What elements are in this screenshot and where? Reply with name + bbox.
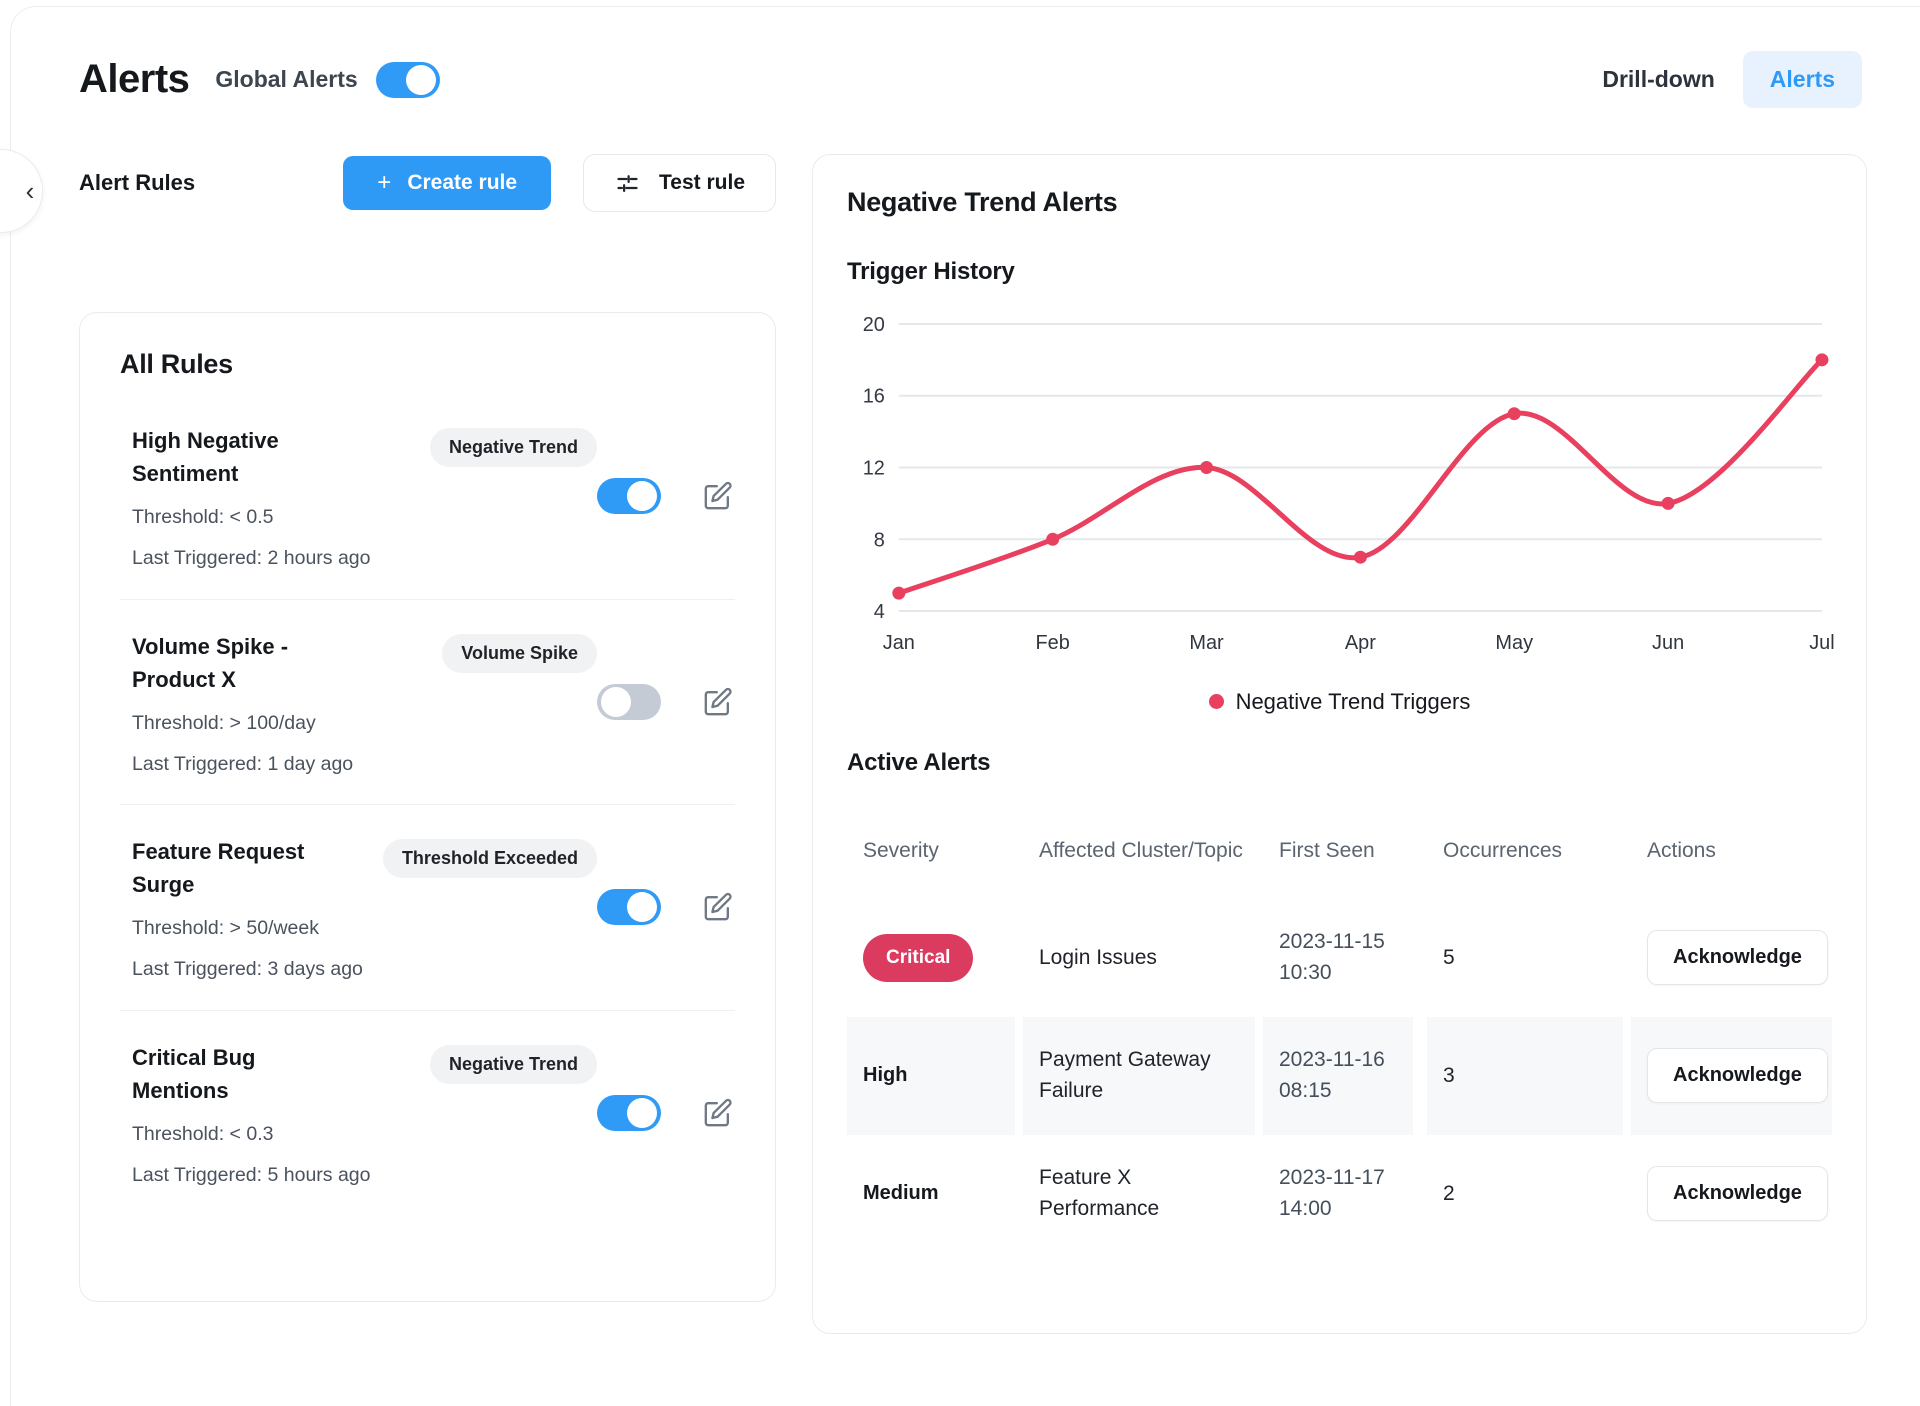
cluster-cell: Feature X Performance [1039,1166,1160,1220]
edit-rule-button[interactable] [699,1097,735,1133]
col-cluster: Affected Cluster/Topic [1039,838,1243,862]
chart-legend[interactable]: Negative Trend Triggers [847,689,1832,715]
edit-icon [704,1098,732,1127]
severity-label: High [863,1064,908,1087]
create-rule-button[interactable]: + Create rule [343,156,552,210]
plus-icon: + [377,169,392,196]
toggle-knob [627,892,657,923]
rule-threshold: Threshold: < 0.3 [132,1122,274,1145]
first-seen-cell: 2023-11-15 10:30 [1279,930,1385,984]
svg-text:8: 8 [874,529,885,551]
global-alerts-toggle[interactable] [375,61,440,98]
rule-item: Volume Spike - Product X Threshold: > 10… [120,598,735,805]
rule-type-badge: Threshold Exceeded [382,839,597,879]
svg-text:Mar: Mar [1189,632,1224,654]
rule-toggle[interactable] [597,1094,661,1131]
line-chart-svg: 20 16 12 8 4 Jan Feb Mar Apr May Jun Jul [863,314,1835,654]
edit-icon [704,893,732,921]
cluster-cell: Payment Gateway Failure [1023,1016,1255,1135]
svg-text:Jan: Jan [883,632,915,654]
edit-icon [704,481,732,510]
svg-text:20: 20 [863,314,885,336]
svg-text:Apr: Apr [1345,632,1376,654]
svg-text:Feb: Feb [1036,632,1070,654]
chart-title: Trigger History [847,258,1015,285]
left-column: Alert Rules + Create rule Test rule All … [79,154,776,1302]
rule-name: High Negative Sentiment [132,428,279,486]
sliders-icon [617,174,638,192]
svg-text:12: 12 [863,457,885,479]
rule-threshold: Threshold: < 0.5 [132,506,274,528]
occurrences-cell: 3 [1427,1016,1623,1135]
tab-drill-down[interactable]: Drill-down [1602,66,1715,92]
active-alerts-table: Severity Affected Cluster/Topic First Se… [847,803,1832,1253]
svg-text:Jul: Jul [1809,632,1834,654]
rule-threshold: Threshold: > 50/week [132,917,319,940]
rule-type-badge: Negative Trend [429,428,597,467]
rule-item: Feature Request Surge Threshold: > 50/we… [120,804,735,1010]
first-seen-cell: 2023-11-16 08:15 [1263,1016,1413,1135]
rule-item: Critical Bug Mentions Threshold: < 0.3 L… [120,1009,735,1216]
col-first-seen: First Seen [1279,838,1375,862]
rule-type-badge: Negative Trend [429,1044,597,1084]
legend-label: Negative Trend Triggers [1235,688,1471,714]
severity-badge: Critical [863,934,974,982]
page-title: Alerts [79,57,190,101]
legend-dot-icon [1208,694,1224,710]
acknowledge-button[interactable]: Acknowledge [1647,1048,1828,1104]
severity-label: Medium [863,1182,939,1205]
col-severity: Severity [863,838,939,862]
header-tabs: Drill-down Alerts [1602,51,1862,108]
rule-toggle[interactable] [597,889,661,926]
edit-rule-button[interactable] [699,686,735,722]
first-seen-cell: 2023-11-17 14:00 [1279,1166,1385,1220]
main-panel: ‹ Alerts Global Alerts Drill-down Alerts… [0,6,1920,1406]
rule-last-triggered: Last Triggered: 1 day ago [132,752,354,775]
col-occurrences: Occurrences [1443,838,1563,862]
svg-text:16: 16 [863,386,885,408]
global-alerts-label: Global Alerts [215,66,358,92]
svg-text:4: 4 [874,601,885,623]
all-rules-title: All Rules [120,349,233,379]
rule-name: Volume Spike - Product X [132,633,289,692]
toggle-knob [627,1097,657,1128]
rule-toggle[interactable] [597,478,661,514]
toggle-knob [405,64,436,95]
rule-threshold: Threshold: > 100/day [132,711,316,734]
edit-rule-button[interactable] [699,891,735,927]
rule-name: Critical Bug Mentions [132,1044,256,1103]
alert-rules-label: Alert Rules [79,170,196,195]
occurrences-cell: 5 [1443,945,1455,969]
acknowledge-button[interactable]: Acknowledge [1647,930,1828,986]
tab-alerts[interactable]: Alerts [1742,51,1862,108]
rule-last-triggered: Last Triggered: 2 hours ago [132,547,371,570]
chevron-left-icon: ‹ [25,175,35,206]
trend-card-title: Negative Trend Alerts [847,187,1118,217]
acknowledge-button[interactable]: Acknowledge [1647,1166,1828,1222]
svg-text:Jun: Jun [1652,632,1684,654]
rule-toggle[interactable] [597,683,661,720]
toggle-knob [601,686,631,717]
toggle-knob [627,481,657,511]
svg-text:May: May [1495,632,1533,654]
trigger-history-chart: 20 16 12 8 4 Jan Feb Mar Apr May Jun Jul [847,308,1835,663]
col-actions: Actions [1647,838,1716,862]
rule-type-badge: Volume Spike [442,633,597,673]
test-rule-button[interactable]: Test rule [583,154,776,212]
edit-rule-button[interactable] [699,480,735,516]
rule-last-triggered: Last Triggered: 3 days ago [132,958,363,981]
cluster-cell: Login Issues [1039,945,1157,969]
occurrences-cell: 2 [1443,1181,1455,1205]
rule-last-triggered: Last Triggered: 5 hours ago [132,1164,371,1187]
active-alerts-title: Active Alerts [847,748,991,776]
rule-name: Feature Request Surge [132,839,305,898]
rules-toolbar: Alert Rules + Create rule Test rule [79,154,776,212]
edit-icon [704,687,732,715]
negative-trend-card: Negative Trend Alerts Trigger History 20… [812,154,1867,1334]
page-header: Alerts Global Alerts Drill-down Alerts [79,51,1862,108]
all-rules-card: All Rules High Negative Sentiment Thresh… [79,312,776,1302]
rule-item: High Negative Sentiment Threshold: < 0.5… [120,394,735,599]
